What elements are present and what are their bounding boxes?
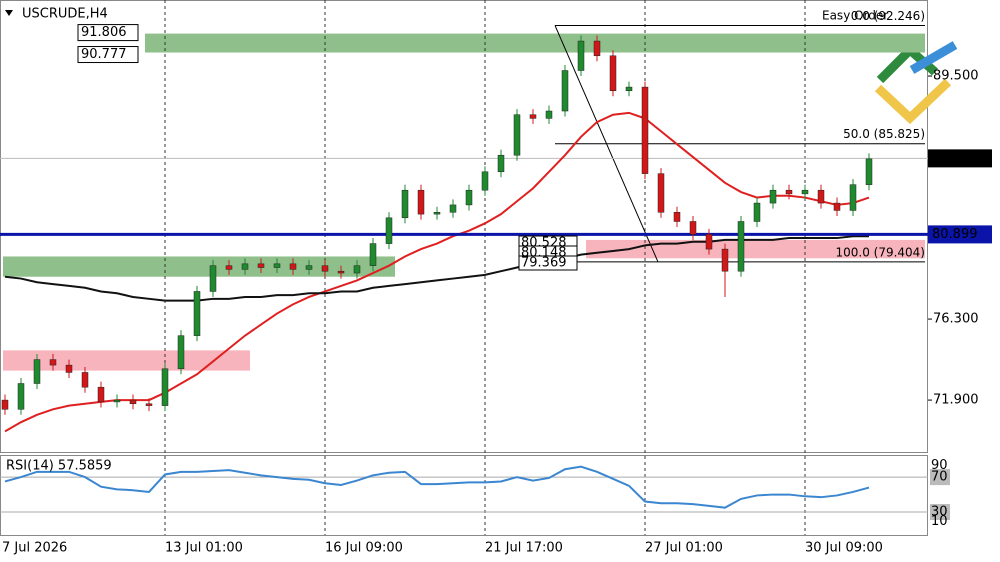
symbol-title: USCRUDE,H4 <box>22 7 108 22</box>
y-tick-label: 76.300 <box>933 312 979 327</box>
candle-body <box>305 265 313 270</box>
candle-body <box>465 189 473 206</box>
zone-label: 90.777 <box>81 47 127 62</box>
candle-body <box>97 386 105 403</box>
fibo-label: 0.0 (92.246) <box>851 9 925 23</box>
candle-body <box>689 221 697 235</box>
fibo-label: 50.0 (85.825) <box>843 127 925 141</box>
candle-body <box>561 70 569 112</box>
candle-body <box>865 158 873 185</box>
fibo-label: 100.0 (79.404) <box>835 245 925 259</box>
candle-body <box>545 110 553 119</box>
x-tick-label: 13 Jul 01:00 <box>165 541 243 556</box>
candle-body <box>657 173 665 213</box>
x-tick-label: 30 Jul 09:00 <box>805 541 883 556</box>
stacked-label: 79.369 <box>521 256 567 271</box>
candle-body <box>641 86 649 174</box>
x-tick-label: 16 Jul 09:00 <box>325 541 403 556</box>
candle-body <box>129 399 137 405</box>
candle-body <box>721 248 729 272</box>
candle-body <box>81 372 89 388</box>
candle-body <box>193 291 201 336</box>
candle-body <box>673 212 681 222</box>
candle-body <box>1 399 9 410</box>
candle-body <box>241 263 249 270</box>
candle-body <box>401 189 409 219</box>
candle-body <box>145 403 153 406</box>
candle-body <box>17 383 25 410</box>
zone-label: 91.806 <box>81 25 127 40</box>
y-tick-label: 89.500 <box>933 69 979 84</box>
rsi-level-box <box>930 469 950 486</box>
x-tick-label: 27 Jul 01:00 <box>645 541 723 556</box>
candle-body <box>785 189 793 195</box>
candle-body <box>817 189 825 204</box>
candle-body <box>449 204 457 213</box>
easy-order: Easy Order <box>822 9 888 23</box>
candle-body <box>593 40 601 57</box>
candle-body <box>497 154 505 173</box>
x-tick-label: 7 Jul 2026 <box>2 541 67 556</box>
candle-body <box>49 359 57 366</box>
rsi-level-box <box>930 504 950 521</box>
candle-body <box>257 263 265 268</box>
main-pane <box>0 0 928 453</box>
candle-body <box>369 243 377 266</box>
price-tag: 85.028 <box>932 151 978 166</box>
candle-body <box>209 265 217 292</box>
candle-body <box>849 184 857 211</box>
candle-body <box>321 265 329 272</box>
candle-body <box>33 359 41 384</box>
zone-label-box <box>77 46 139 64</box>
y-tick-label: 71.900 <box>933 393 979 408</box>
candle-body <box>769 189 777 204</box>
price-tag-box <box>928 149 992 168</box>
candle-body <box>289 263 297 270</box>
rsi-tick-label: 30 <box>931 505 948 520</box>
zone <box>3 256 395 277</box>
zone <box>3 350 250 371</box>
candle-body <box>161 368 169 406</box>
candle-body <box>753 202 761 222</box>
candle-body <box>529 114 537 119</box>
moving-average <box>4 235 869 302</box>
rsi-pane <box>0 455 928 536</box>
candle-body <box>417 189 425 215</box>
rsi-line <box>4 465 870 509</box>
rsi-title: RSI(14) 57.5859 <box>6 459 112 474</box>
candle-body <box>513 114 521 156</box>
candle-body <box>625 86 633 92</box>
x-tick-label: 21 Jul 17:00 <box>485 541 563 556</box>
candle-body <box>385 217 393 244</box>
candle-body <box>481 171 489 191</box>
candle-body <box>705 234 713 250</box>
rsi-tick-label: 10 <box>931 514 948 529</box>
zone <box>145 33 925 53</box>
candle-body <box>225 265 233 270</box>
candle-body <box>337 270 345 274</box>
price-tag-box <box>928 225 992 244</box>
candle-body <box>801 189 809 195</box>
candle-body <box>577 40 585 71</box>
candle-body <box>353 265 361 274</box>
candle-body <box>113 399 121 403</box>
candle-body <box>609 55 617 92</box>
candle-body <box>273 263 281 268</box>
candle-body <box>833 202 841 211</box>
candle-body <box>177 335 185 370</box>
zone-label-box <box>77 24 139 42</box>
rsi-tick-label: 70 <box>931 470 948 485</box>
stacked-label-box <box>518 255 578 271</box>
candle-body <box>433 212 441 215</box>
candle-body <box>65 364 73 373</box>
price-tag: 80.899 <box>932 227 978 242</box>
menu-arrow <box>5 10 13 16</box>
candle-body <box>737 221 745 272</box>
